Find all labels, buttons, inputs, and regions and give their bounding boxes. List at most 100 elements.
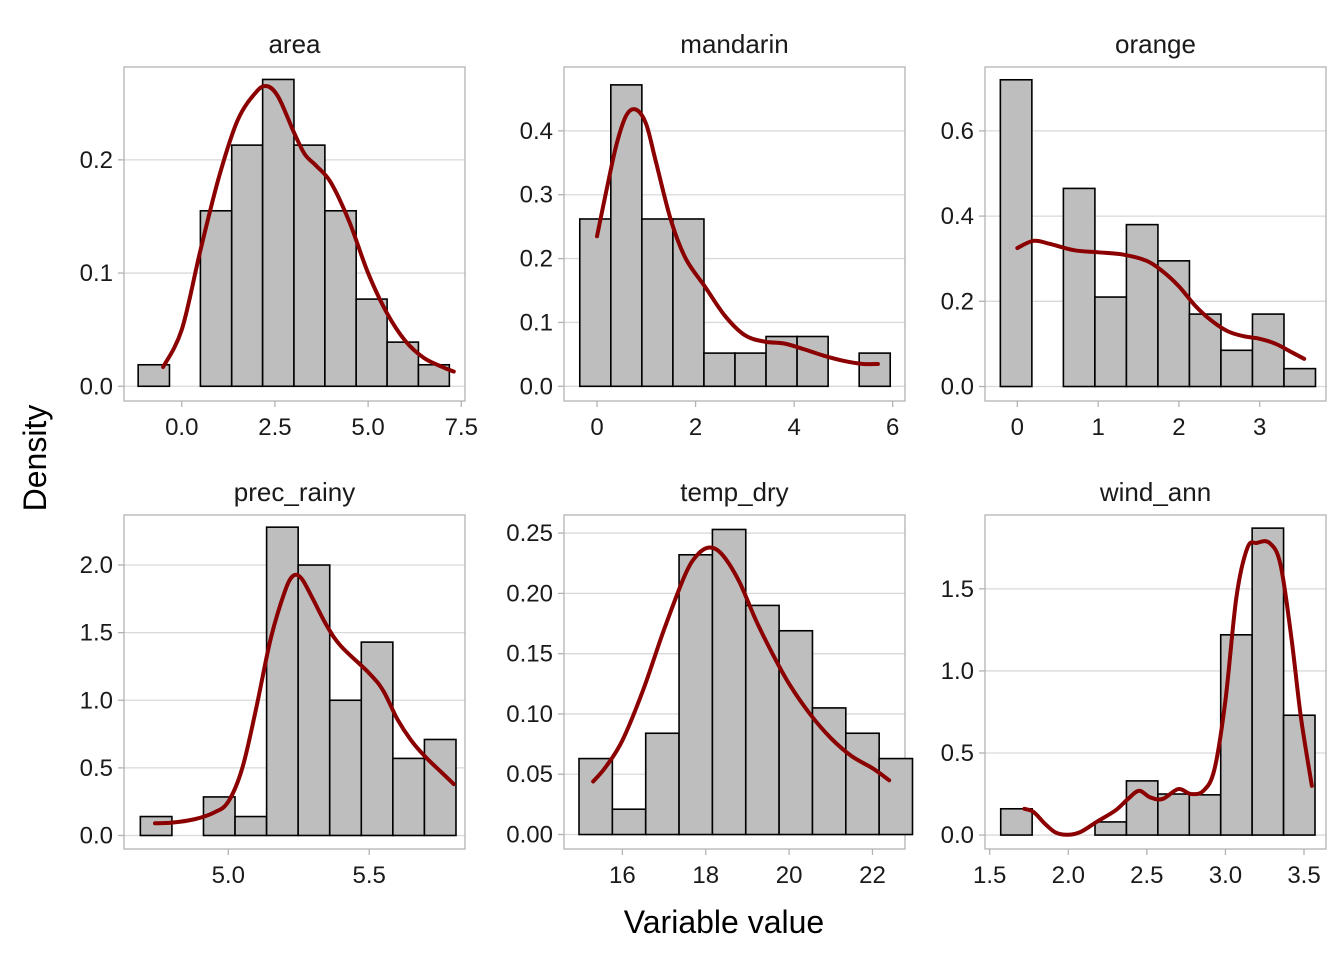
histogram-bar (293, 144, 326, 388)
panel-title: orange (1115, 29, 1196, 59)
x-tick-label: 0.0 (165, 414, 198, 441)
panel-wind_ann: 0.0 0.5 1.0 1.5 1.5 2.0 2.5 3.0 3.5 wind_ann (941, 477, 1327, 889)
y-tick-label: 0.2 (941, 288, 974, 315)
histogram-bar (1283, 367, 1317, 388)
y-tick-label: 0.1 (520, 309, 553, 336)
x-tick-label: 16 (609, 862, 636, 889)
histogram-bar (360, 641, 394, 837)
histogram-bar (845, 732, 880, 836)
panel-area: 0.0 0.1 0.2 0.0 2.5 5.0 7.5 area (80, 29, 478, 441)
histogram-bar (672, 218, 705, 388)
x-tick-label: 2.5 (1130, 862, 1163, 889)
density-curve (153, 572, 456, 826)
histogram-bar (703, 352, 736, 388)
histogram-bar (328, 699, 363, 837)
panel-title: area (268, 29, 321, 59)
x-tick-label: 20 (776, 862, 803, 889)
x-tick-label: 7.5 (445, 414, 478, 441)
x-tick-label: 0 (1011, 414, 1024, 441)
x-tick-label: 6 (886, 414, 899, 441)
density-curve (1015, 238, 1307, 361)
y-tick-label: 0.05 (506, 761, 553, 788)
histogram-bar (641, 218, 674, 388)
panel-border (984, 66, 1327, 402)
histogram-bar (796, 335, 829, 388)
panel-border (563, 514, 906, 850)
panel-title: temp_dry (680, 477, 788, 507)
panel-title: prec_rainy (234, 477, 355, 507)
y-tick-label: 0.1 (80, 260, 113, 287)
histogram-bar (230, 144, 264, 388)
histogram-bar (1251, 527, 1285, 836)
x-tick-label: 2.0 (1052, 862, 1085, 889)
x-tick-label: 4 (787, 414, 800, 441)
y-tick-label: 0.4 (941, 203, 974, 230)
histogram-bar (261, 78, 295, 388)
y-tick-label: 0.20 (506, 580, 553, 607)
histogram-bar (578, 218, 612, 388)
histogram-bar (1094, 296, 1128, 388)
y-axis-title: Density (17, 405, 53, 512)
y-tick-label: 0.2 (80, 147, 113, 174)
panel-temp_dry: 0.00 0.05 0.10 0.15 0.20 0.25 16 18 20 22 temp_dry (506, 477, 914, 889)
histogram-bar (1062, 187, 1096, 388)
histogram-bar (611, 808, 647, 836)
histogram-bar (1125, 780, 1159, 836)
x-tick-label: 18 (692, 862, 719, 889)
y-tick-label: 0.0 (941, 822, 974, 849)
x-tick-label: 2 (1172, 414, 1185, 441)
panel-orange: 0.0 0.2 0.4 0.6 0 1 2 3 orange (941, 29, 1327, 441)
y-tick-label: 0.4 (520, 118, 553, 145)
y-tick-label: 0.6 (941, 118, 974, 145)
y-tick-label: 1.0 (80, 687, 113, 714)
panel-prec_rainy: 0.0 0.5 1.0 1.5 2.0 5.0 5.5 prec_rainy (80, 477, 466, 889)
y-tick-label: 0.5 (80, 755, 113, 782)
x-axis-title: Variable value (624, 904, 824, 940)
histogram-bar (734, 352, 767, 388)
x-tick-label: 2.5 (258, 414, 291, 441)
histogram-bar (878, 757, 914, 836)
panels-layer: 0.0 0.1 0.2 0.0 2.5 5.0 7.5 area 0.0 0.1 0.2 0.3 0.4… (80, 29, 1327, 889)
panel-border (123, 514, 466, 850)
x-tick-label: 5.0 (351, 414, 384, 441)
y-tick-label: 0.0 (520, 373, 553, 400)
histogram-bar (644, 732, 680, 836)
histogram-bar (139, 815, 173, 837)
x-tick-label: 3.5 (1287, 862, 1320, 889)
panel-border (123, 66, 466, 402)
y-tick-label: 0.2 (520, 246, 553, 273)
x-tick-label: 1.5 (973, 862, 1006, 889)
panel-mandarin: 0.0 0.1 0.2 0.3 0.4 0 2 4 6 mandarin (520, 29, 906, 441)
y-tick-label: 0.0 (80, 373, 113, 400)
y-tick-label: 2.0 (80, 552, 113, 579)
histogram-bar (234, 815, 268, 837)
histogram-bar (858, 352, 892, 388)
histogram-bar (137, 363, 171, 388)
density-curve (161, 83, 456, 374)
histogram-bar (297, 564, 331, 837)
density-curve (1022, 539, 1314, 837)
histogram-bar (392, 757, 426, 837)
x-tick-label: 5.5 (352, 862, 385, 889)
x-tick-label: 5.0 (212, 862, 245, 889)
y-tick-label: 0.00 (506, 822, 553, 849)
histogram-bar (324, 209, 357, 388)
y-tick-label: 1.5 (941, 576, 974, 603)
y-tick-label: 0.10 (506, 701, 553, 728)
y-tick-label: 0.0 (80, 822, 113, 849)
x-tick-label: 3.0 (1209, 862, 1242, 889)
histogram-bar (1251, 313, 1285, 388)
x-tick-label: 3 (1253, 414, 1266, 441)
panel-title: mandarin (680, 29, 788, 59)
x-tick-label: 2 (689, 414, 702, 441)
x-tick-label: 0 (590, 414, 603, 441)
y-tick-label: 0.3 (520, 182, 553, 209)
density-curve (595, 107, 880, 367)
y-tick-label: 1.0 (941, 658, 974, 685)
y-tick-label: 0.0 (941, 374, 974, 401)
x-tick-label: 22 (859, 862, 886, 889)
histogram-bar (1188, 794, 1222, 836)
panel-border (984, 514, 1327, 850)
histogram-bar (778, 629, 814, 836)
x-tick-label: 1 (1091, 414, 1104, 441)
